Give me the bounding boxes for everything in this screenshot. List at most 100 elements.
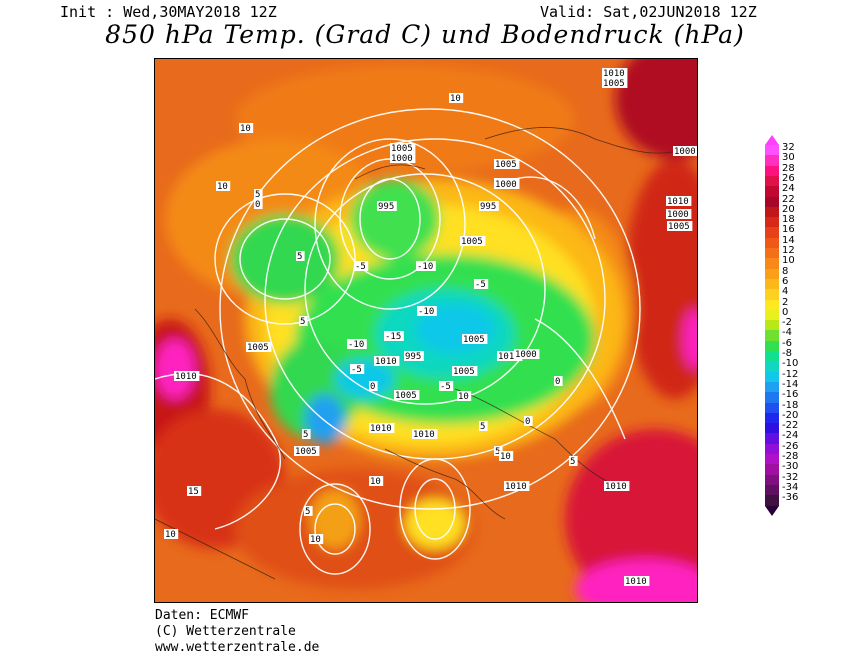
isotherm-label-box bbox=[304, 506, 313, 516]
isotherm-label: 5 bbox=[297, 252, 302, 262]
temperature-field bbox=[155, 59, 697, 602]
isobar-label-box bbox=[374, 356, 400, 366]
legend-bottom-arrow bbox=[765, 505, 779, 516]
isotherm-label: 5 bbox=[305, 507, 310, 517]
isotherm-label: 10 bbox=[310, 535, 321, 545]
isobar-label: 1005 bbox=[391, 144, 413, 154]
legend-label: -28 bbox=[782, 451, 799, 462]
legend-swatch bbox=[765, 155, 779, 167]
isotherm-label-box bbox=[350, 364, 365, 374]
legend-label: -34 bbox=[782, 481, 799, 493]
isotherm-label-box bbox=[384, 331, 404, 341]
isotherm-label-box bbox=[299, 316, 308, 326]
legend-label: -6 bbox=[782, 337, 792, 349]
isotherm-label: 5 bbox=[255, 190, 260, 200]
isotherm-label: -5 bbox=[355, 262, 366, 272]
isotherm-label: 0 bbox=[555, 377, 560, 387]
isobar-label-box bbox=[174, 371, 200, 381]
legend-swatch bbox=[765, 340, 779, 352]
isobar-label-box bbox=[504, 481, 530, 491]
isobar-label: 995 bbox=[378, 202, 394, 212]
isobar-label: 995 bbox=[480, 202, 496, 212]
isobar-label-box bbox=[462, 334, 488, 344]
legend-label: -12 bbox=[782, 368, 799, 380]
legend-label: -4 bbox=[782, 327, 792, 339]
isobar-label-box bbox=[294, 446, 320, 456]
isotherm-label: 5 bbox=[570, 457, 575, 467]
isobar-label-box bbox=[452, 366, 478, 376]
legend-label: 2 bbox=[782, 296, 789, 308]
isotherm-label: 0 bbox=[255, 200, 260, 210]
isobar-label: 1010 bbox=[625, 577, 647, 587]
isotherm-label-box bbox=[439, 381, 454, 391]
isobar-label-box bbox=[602, 78, 628, 88]
isotherm-label-box bbox=[494, 446, 503, 456]
isobar-label: 995 bbox=[405, 352, 421, 362]
legend-swatch bbox=[765, 361, 779, 373]
isobar-label: 1000 bbox=[495, 180, 517, 190]
isotherm-label-box bbox=[239, 123, 254, 133]
legend-swatch bbox=[765, 175, 779, 187]
isotherm-label: 5 bbox=[303, 430, 308, 440]
credit-data-source: Daten: ECMWF bbox=[155, 608, 249, 623]
legend-label: 6 bbox=[782, 275, 789, 287]
legend-label: 16 bbox=[782, 224, 795, 236]
isotherm-label: -15 bbox=[385, 332, 401, 342]
isotherm-label: 10 bbox=[370, 477, 381, 487]
isotherm-label-box bbox=[187, 486, 202, 496]
isobar-label-box bbox=[602, 68, 628, 78]
legend-swatch bbox=[765, 206, 779, 218]
isotherm-label: 10 bbox=[240, 124, 251, 134]
isobar-label-box bbox=[404, 351, 424, 361]
legend-label: 32 bbox=[782, 142, 795, 153]
isobar-label: 1005 bbox=[495, 160, 517, 170]
init-time-label: Init : Wed,30MAY2018 12Z bbox=[60, 3, 277, 21]
legend-label: 20 bbox=[782, 203, 795, 215]
isobar-label: 1000 bbox=[515, 350, 537, 360]
isobar-label-box bbox=[390, 153, 416, 163]
legend-swatch bbox=[765, 402, 779, 414]
legend-label: 26 bbox=[782, 172, 795, 184]
isotherm-label-box bbox=[254, 199, 263, 209]
isotherm-label-box bbox=[164, 529, 179, 539]
isotherm-label-box bbox=[479, 421, 488, 431]
isobar-label-box bbox=[666, 196, 692, 206]
legend-swatch bbox=[765, 433, 779, 445]
legend-label: -8 bbox=[782, 348, 792, 359]
isotherm-label: -10 bbox=[417, 262, 433, 272]
legend-swatch bbox=[765, 217, 779, 228]
legend-swatch bbox=[765, 495, 779, 506]
isotherm-label-box bbox=[569, 456, 578, 466]
legend-swatch bbox=[765, 330, 779, 342]
valid-time-label: Valid: Sat,02JUN2018 12Z bbox=[540, 3, 757, 21]
legend-label: -24 bbox=[782, 430, 799, 442]
isotherm-label: -10 bbox=[348, 340, 364, 350]
isobar-label-box bbox=[667, 221, 693, 231]
isobar-label: 1005 bbox=[247, 343, 269, 353]
isobar-label: 1010 bbox=[605, 482, 627, 492]
legend-label: 4 bbox=[782, 286, 789, 298]
isotherm-label-box bbox=[474, 279, 489, 289]
legend-swatch bbox=[765, 423, 779, 434]
legend-swatch bbox=[765, 268, 779, 280]
isotherm-label-box bbox=[449, 93, 464, 103]
legend-swatch bbox=[765, 237, 779, 249]
isotherm-label: 10 bbox=[165, 530, 176, 540]
isobar-label: 1005 bbox=[668, 222, 690, 232]
isobar-label: 1005 bbox=[453, 367, 475, 377]
isotherm-label: -5 bbox=[475, 280, 486, 290]
legend-label: 0 bbox=[782, 306, 789, 318]
legend-label: -2 bbox=[782, 317, 792, 329]
legend-swatch bbox=[765, 309, 779, 321]
isobar-label: 1005 bbox=[603, 79, 625, 89]
legend-label: -18 bbox=[782, 399, 799, 411]
legend-swatch bbox=[765, 392, 779, 403]
isobar-label: 1000 bbox=[674, 147, 696, 157]
isotherm-label-box bbox=[417, 306, 437, 316]
isobar-label-box bbox=[666, 209, 692, 219]
isotherm-label: 0 bbox=[525, 417, 530, 427]
isotherm-label-box bbox=[369, 381, 378, 391]
legend-swatch bbox=[765, 474, 779, 486]
isotherm-label-box bbox=[499, 451, 514, 461]
isotherm-label-box bbox=[296, 251, 305, 261]
